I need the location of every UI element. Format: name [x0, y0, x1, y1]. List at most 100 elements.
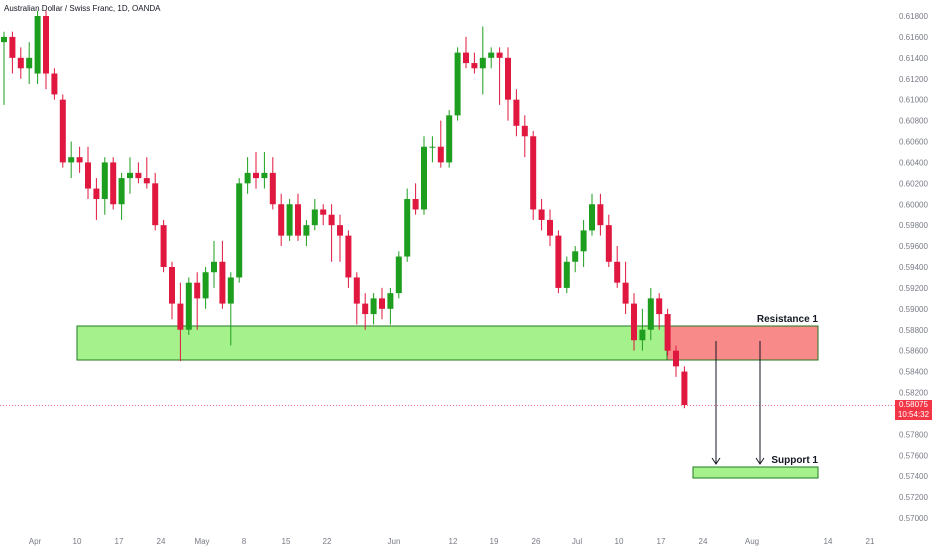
candle-body: [253, 172, 259, 179]
price-tick-label: 0.60800: [899, 117, 928, 126]
candle-body: [236, 183, 243, 278]
candles: [0, 10, 895, 409]
candle-body: [673, 350, 679, 367]
candle: [656, 293, 663, 330]
last-price-value: 0.58075: [899, 400, 928, 409]
candle: [286, 199, 293, 241]
candle: [110, 157, 117, 210]
time-axis[interactable]: Apr 10 17 24 May 8 15 22 Jun 12 19 26 Jul 10 17 24 Aug 14…: [29, 537, 875, 546]
time-tick-label: Jul: [572, 537, 582, 546]
candle-body: [320, 209, 327, 215]
time-tick-label: 24: [699, 537, 708, 546]
candle-body: [479, 57, 486, 69]
candle: [211, 240, 217, 288]
candle-body: [538, 209, 545, 220]
candle-body: [85, 162, 91, 189]
candle-body: [93, 188, 100, 200]
candle-body: [496, 52, 503, 58]
candle: [236, 178, 243, 283]
candle-body: [51, 73, 58, 95]
candle: [185, 277, 192, 335]
time-tick-label: 21: [866, 537, 875, 546]
candle-body: [59, 99, 66, 163]
candle: [51, 68, 58, 100]
candle: [555, 230, 562, 294]
time-tick-label: 8: [242, 537, 247, 546]
candle: [169, 261, 175, 320]
price-tick-label: 0.59000: [899, 305, 928, 314]
price-tick-label: 0.58800: [899, 326, 928, 335]
arrows: [711, 341, 765, 465]
candle: [370, 293, 377, 325]
price-tick-label: 0.59600: [899, 242, 928, 251]
candle: [471, 52, 478, 74]
symbol-title[interactable]: Australian Dollar / Swiss Franc, 1D, OAN…: [4, 4, 161, 13]
candle-body: [547, 219, 553, 236]
candle-body: [26, 57, 33, 69]
candle-body: [143, 178, 150, 184]
candle: [26, 42, 33, 84]
candle-body: [169, 267, 175, 304]
candle: [547, 209, 553, 247]
candle: [454, 47, 461, 121]
candle: [295, 193, 301, 241]
time-tick-label: 19: [490, 537, 499, 546]
candle-body: [160, 225, 167, 267]
time-tick-label: 10: [73, 537, 82, 546]
candle: [353, 272, 360, 325]
candle-body: [295, 204, 301, 236]
last-price-tag: 0.58075 10:54:32: [895, 400, 932, 420]
candle-body: [664, 314, 671, 351]
candle-body: [597, 204, 604, 226]
price-tick-label: 0.61000: [899, 96, 928, 105]
candle: [647, 287, 654, 341]
down-arrow-head: [711, 457, 721, 465]
candle: [278, 193, 285, 247]
price-tick-label: 0.58200: [899, 389, 928, 398]
candle-body: [17, 57, 24, 69]
price-tick-label: 0.59200: [899, 284, 928, 293]
price-tick-label: 0.57800: [899, 430, 928, 439]
candle-body: [152, 183, 159, 226]
candle-body: [101, 162, 108, 200]
candle-body: [311, 209, 318, 226]
candle-body: [563, 261, 570, 288]
candle-body: [303, 225, 310, 236]
candle-body: [244, 172, 251, 184]
candle: [152, 172, 159, 231]
candle-body: [471, 63, 478, 69]
bar-countdown: 10:54:32: [897, 410, 930, 419]
candle: [505, 47, 511, 121]
price-tick-label: 0.58600: [899, 347, 928, 356]
candle: [412, 183, 419, 215]
price-tick-label: 0.60400: [899, 158, 928, 167]
candle-body: [647, 298, 654, 330]
candle-body: [605, 225, 612, 262]
candle: [622, 261, 629, 315]
candle-body: [437, 146, 444, 163]
time-tick-label: 10: [615, 537, 624, 546]
candle-body: [395, 256, 402, 294]
candle: [664, 308, 671, 356]
candle-body: [589, 204, 595, 231]
candle-body: [614, 261, 621, 283]
candle: [328, 204, 335, 262]
resistance-1-label: Resistance 1: [757, 314, 819, 325]
price-tick-label: 0.61800: [899, 12, 928, 21]
candle-body: [362, 303, 369, 315]
time-tick-label: 22: [323, 537, 332, 546]
price-tick-label: 0.57200: [899, 493, 928, 502]
candle: [589, 193, 595, 236]
candle: [76, 146, 83, 173]
candle-body: [227, 277, 234, 304]
candle: [446, 110, 453, 168]
candle-body: [211, 261, 217, 273]
candle: [68, 141, 75, 179]
candle-body: [555, 235, 562, 288]
candle-body: [639, 329, 646, 341]
candle: [85, 146, 91, 200]
candle-body: [463, 52, 469, 64]
price-axis[interactable]: 0.61800 0.61600 0.61400 0.61200 0.61000 0.608…: [899, 12, 928, 523]
candle-body: [656, 298, 663, 315]
